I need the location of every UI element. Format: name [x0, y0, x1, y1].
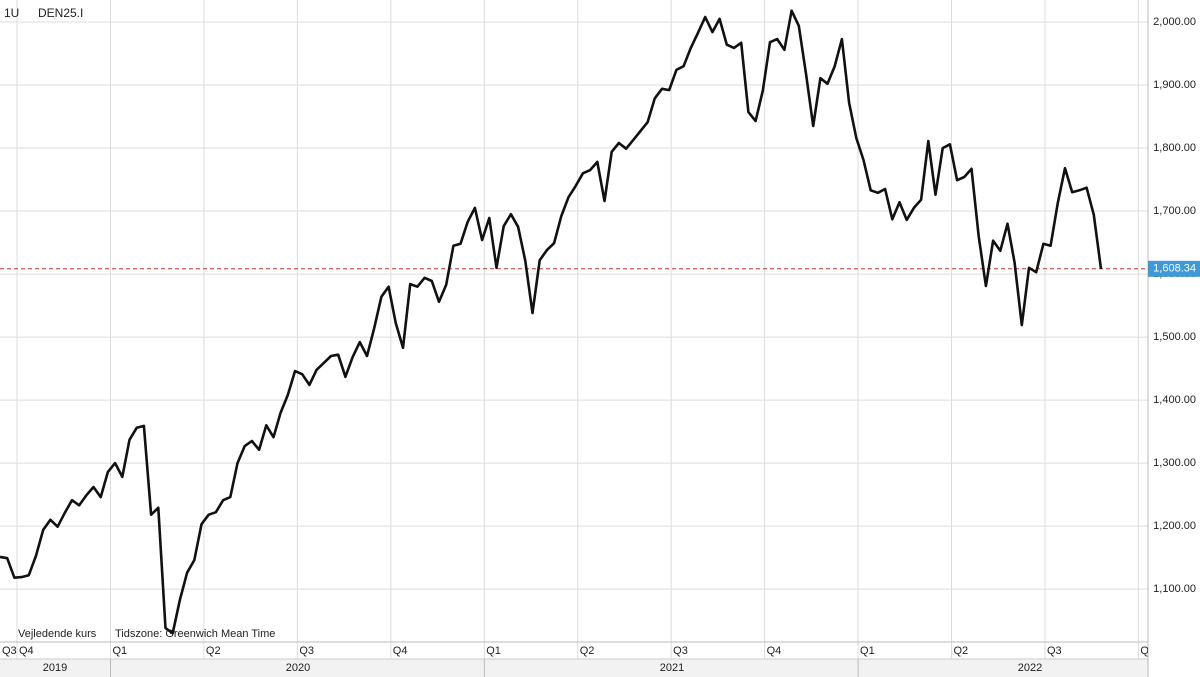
y-tick-label: 1,900.00: [1153, 79, 1196, 91]
x-tick-label: Q1: [486, 645, 501, 657]
x-tick-label: Q4: [393, 645, 408, 657]
x-tick-label: Q4: [1140, 645, 1155, 657]
price-badge: [1148, 260, 1200, 277]
grid: [0, 0, 1148, 677]
y-tick-label: 1,200.00: [1153, 520, 1196, 532]
x-tick-label: Q4: [19, 645, 34, 657]
year-label: 2020: [286, 662, 310, 674]
x-tick-label: Q2: [206, 645, 221, 657]
year-label: 2021: [660, 662, 684, 674]
interval: 1U: [4, 6, 19, 20]
x-tick-label: Q3: [299, 645, 314, 657]
y-tick-label: 1,700.00: [1153, 205, 1196, 217]
y-tick-label: 1,500.00: [1153, 331, 1196, 343]
y-tick-label: 2,000.00: [1153, 16, 1196, 28]
price-series: [0, 9, 1103, 635]
x-tick-label: Q2: [954, 645, 969, 657]
y-tick-label: 1,300.00: [1153, 457, 1196, 469]
year-label: 2022: [1018, 662, 1042, 674]
x-tick-label: Q2: [580, 645, 595, 657]
y-tick-label: 1,100.00: [1153, 583, 1196, 595]
x-tick-label: Q4: [767, 645, 782, 657]
price-type: Vejledende kurs: [18, 628, 97, 640]
price-badge-label: 1,608.34: [1153, 263, 1196, 275]
x-tick-label: Q1: [112, 645, 127, 657]
x-axis-labels: Q3 Q4 Q1 Q2 Q3 Q4 Q1 Q2 Q3 Q4 Q1 Q2 Q3 Q4: [2, 645, 1155, 657]
x-tick-label: Q3: [2, 645, 17, 657]
plot: [0, 9, 1148, 635]
year-row: [0, 659, 1148, 677]
x-tick-label: Q1: [860, 645, 875, 657]
timezone: Tidszone: Greenwich Mean Time: [115, 628, 275, 640]
year-label: 2019: [43, 662, 67, 674]
symbol: DEN25.I: [38, 6, 83, 20]
x-tick-label: Q3: [1047, 645, 1062, 657]
y-tick-label: 1,400.00: [1153, 394, 1196, 406]
x-tick-label: Q3: [673, 645, 688, 657]
y-tick-label: 1,800.00: [1153, 142, 1196, 154]
